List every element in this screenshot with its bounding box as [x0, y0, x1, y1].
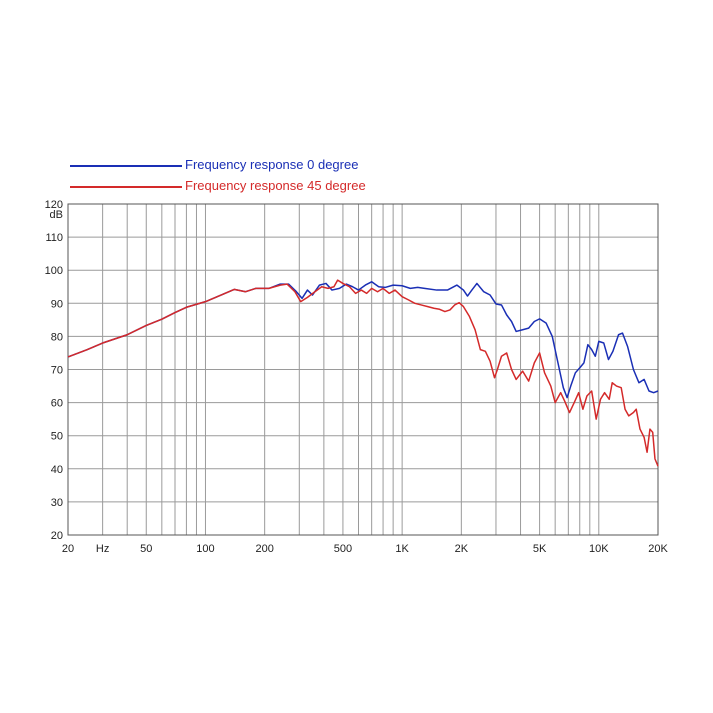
y-tick-label: 120 — [45, 199, 63, 211]
x-tick-label: 20 — [62, 543, 74, 555]
x-tick-label: 5K — [533, 543, 547, 555]
x-tick-label: 1K — [395, 543, 409, 555]
legend-label-1: Frequency response 45 degree — [185, 178, 366, 193]
y-tick-label: dB — [50, 209, 63, 221]
y-tick-label: 30 — [51, 497, 63, 509]
y-tick-label: 110 — [45, 232, 63, 244]
y-tick-label: 20 — [51, 530, 63, 542]
y-tick-label: 100 — [45, 265, 63, 277]
y-tick-label: 70 — [51, 365, 63, 377]
legend-label-0: Frequency response 0 degree — [185, 157, 359, 172]
x-tick-label: 20K — [648, 543, 668, 555]
x-tick-label: 50 — [140, 543, 152, 555]
x-tick-label: 10K — [589, 543, 609, 555]
x-tick-label: 100 — [196, 543, 214, 555]
legend-swatch-1 — [70, 185, 182, 188]
legend-item-0: Frequency response 0 degree — [70, 157, 358, 173]
x-tick-label: 2K — [455, 543, 469, 555]
y-tick-label: 60 — [51, 398, 63, 410]
y-tick-label: 80 — [51, 331, 63, 343]
x-tick-label: 200 — [255, 543, 273, 555]
series-line-0 — [67, 281, 659, 399]
x-tick-label: Hz — [96, 543, 109, 555]
series-line-1 — [67, 279, 659, 467]
legend-item-1: Frequency response 45 degree — [70, 178, 366, 194]
y-tick-label: 90 — [51, 298, 63, 310]
x-tick-label: 500 — [334, 543, 352, 555]
legend-swatch-0 — [70, 164, 182, 167]
y-tick-label: 40 — [51, 464, 63, 476]
plot-frame — [67, 203, 659, 536]
y-tick-label: 50 — [51, 431, 63, 443]
